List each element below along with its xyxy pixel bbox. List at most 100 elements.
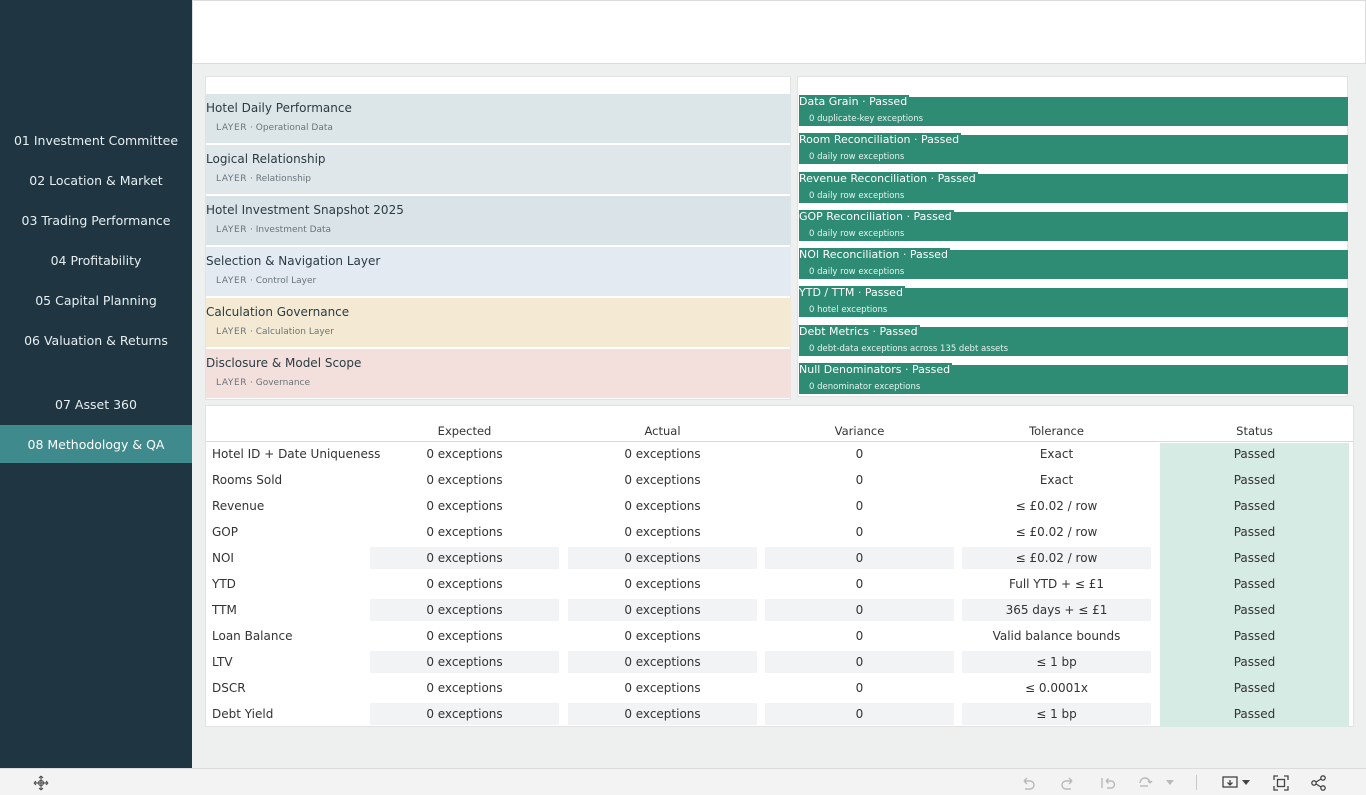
actual-cell: 0 exceptions xyxy=(624,681,701,695)
qa-check-card[interactable]: Room Reconciliation · Passed 0 daily row… xyxy=(799,133,1348,164)
layer-subtitle: LAYER · Operational Data xyxy=(216,123,333,133)
status-cell: Passed xyxy=(1160,547,1349,573)
row-name-cell: GOP xyxy=(212,525,238,539)
actual-cell: 0 exceptions xyxy=(568,703,757,725)
table-row[interactable]: Hotel ID + Date Uniqueness 0 exceptions 0 … xyxy=(206,443,1353,469)
variance-cell: 0 xyxy=(765,599,954,621)
variance-cell: 0 xyxy=(855,499,864,513)
redo-icon[interactable] xyxy=(1058,773,1078,793)
qa-check-card[interactable]: Debt Metrics · Passed 0 debt-data except… xyxy=(799,325,1348,356)
column-header-variance[interactable]: Variance xyxy=(834,424,885,438)
status-cell: Passed xyxy=(1160,521,1349,547)
refresh-dropdown-icon[interactable] xyxy=(1161,773,1179,793)
nav-item-label: 06 Valuation & Returns xyxy=(24,332,168,348)
tolerance-cell: ≤ 1 bp xyxy=(962,703,1151,725)
qa-check-title: NOI Reconciliation · Passed xyxy=(799,248,950,261)
column-header-expected[interactable]: Expected xyxy=(437,424,492,438)
download-icon[interactable] xyxy=(1221,773,1241,793)
nav-item-trading-performance[interactable]: 03 Trading Performance xyxy=(0,201,192,239)
table-row[interactable]: Debt Yield 0 exceptions 0 exceptions 0 ≤ 1 b… xyxy=(206,703,1353,729)
status-cell: Passed xyxy=(1160,443,1349,469)
nav-item-label: 02 Location & Market xyxy=(29,172,163,188)
actual-cell: 0 exceptions xyxy=(568,547,757,569)
tolerance-cell: ≤ 0.0001x xyxy=(1025,681,1088,695)
table-row[interactable]: LTV 0 exceptions 0 exceptions 0 ≤ 1 bp Passed xyxy=(206,651,1353,677)
expected-cell: 0 exceptions xyxy=(426,525,503,539)
status-cell: Passed xyxy=(1160,469,1349,495)
revert-icon[interactable] xyxy=(1098,773,1118,793)
nav-item-valuation-returns[interactable]: 06 Valuation & Returns xyxy=(0,321,192,359)
table-row[interactable]: NOI 0 exceptions 0 exceptions 0 ≤ £0.02 / ro… xyxy=(206,547,1353,573)
layer-card[interactable]: Hotel Investment Snapshot 2025 LAYER · I… xyxy=(206,196,791,245)
table-row[interactable]: TTM 0 exceptions 0 exceptions 0 365 days + ≤… xyxy=(206,599,1353,625)
table-row[interactable]: Rooms Sold 0 exceptions 0 exceptions 0 Exact… xyxy=(206,469,1353,495)
header-divider xyxy=(206,441,1353,442)
qa-check-title: GOP Reconciliation · Passed xyxy=(799,210,954,223)
expected-cell: 0 exceptions xyxy=(370,651,559,673)
actual-cell: 0 exceptions xyxy=(624,525,701,539)
qa-check-card[interactable]: Null Denominators · Passed 0 denominator… xyxy=(799,363,1348,394)
layer-card[interactable]: Calculation Governance LAYER · Calculati… xyxy=(206,298,791,347)
status-cell: Passed xyxy=(1160,495,1349,521)
expected-cell: 0 exceptions xyxy=(370,599,559,621)
qa-check-card[interactable]: NOI Reconciliation · Passed 0 daily row … xyxy=(799,248,1348,279)
qa-check-detail: 0 denominator exceptions xyxy=(809,382,921,392)
layer-subtitle: LAYER · Calculation Layer xyxy=(216,327,334,337)
tolerance-cell: 365 days + ≤ £1 xyxy=(962,599,1151,621)
row-name-cell: NOI xyxy=(212,551,234,565)
status-cell: Passed xyxy=(1160,599,1349,625)
qa-check-title: YTD / TTM · Passed xyxy=(799,286,905,299)
actual-cell: 0 exceptions xyxy=(624,473,701,487)
tolerance-cell: ≤ £0.02 / row xyxy=(962,547,1151,569)
nav-item-investment-committee[interactable]: 01 Investment Committee xyxy=(0,121,192,159)
nav-item-label: 01 Investment Committee xyxy=(13,132,179,148)
qa-check-title: Revenue Reconciliation · Passed xyxy=(799,172,978,185)
nav-item-label: 03 Trading Performance xyxy=(21,212,171,228)
column-header-status[interactable]: Status xyxy=(1236,424,1273,438)
qa-check-title: Data Grain · Passed xyxy=(799,95,910,108)
move-icon[interactable] xyxy=(31,773,51,793)
variance-cell: 0 xyxy=(855,629,864,643)
download-dropdown-icon[interactable] xyxy=(1238,773,1254,793)
layer-card[interactable]: Logical Relationship LAYER · Relationshi… xyxy=(206,145,791,194)
variance-cell: 0 xyxy=(855,577,864,591)
nav-item-methodology-qa[interactable]: 08 Methodology & QA xyxy=(0,425,192,463)
table-row[interactable]: YTD 0 exceptions 0 exceptions 0 Full YTD + ≤… xyxy=(206,573,1353,599)
layer-card[interactable]: Hotel Daily Performance LAYER · Operatio… xyxy=(206,94,791,143)
nav-item-profitability[interactable]: 04 Profitability xyxy=(0,241,192,279)
nav-item-label: 07 Asset 360 xyxy=(55,396,137,412)
nav-item-asset-360[interactable]: 07 Asset 360 xyxy=(0,385,192,423)
layer-title: Selection & Navigation Layer xyxy=(206,254,381,268)
table-row[interactable]: DSCR 0 exceptions 0 exceptions 0 ≤ 0.0001x Pa… xyxy=(206,677,1353,703)
tolerance-cell: ≤ £0.02 / row xyxy=(1015,499,1098,513)
tolerance-cell: Full YTD + ≤ £1 xyxy=(1008,577,1105,591)
layer-card[interactable]: Disclosure & Model Scope LAYER · Governa… xyxy=(206,349,791,398)
qa-check-detail: 0 daily row exceptions xyxy=(809,267,905,277)
qa-check-card[interactable]: Revenue Reconciliation · Passed 0 daily … xyxy=(799,172,1348,203)
sidebar: 01 Investment Committee 02 Location & Ma… xyxy=(0,0,192,768)
qa-check-card[interactable]: YTD / TTM · Passed 0 hotel exceptions xyxy=(799,286,1348,317)
actual-cell: 0 exceptions xyxy=(624,629,701,643)
column-header-tolerance[interactable]: Tolerance xyxy=(1029,424,1084,438)
nav-item-capital-planning[interactable]: 05 Capital Planning xyxy=(0,281,192,319)
expected-cell: 0 exceptions xyxy=(426,447,503,461)
table-row[interactable]: GOP 0 exceptions 0 exceptions 0 ≤ £0.02 / ro… xyxy=(206,521,1353,547)
qa-check-detail: 0 hotel exceptions xyxy=(809,305,888,315)
status-cell: Passed xyxy=(1160,625,1349,651)
table-row[interactable]: Loan Balance 0 exceptions 0 exceptions 0 Val… xyxy=(206,625,1353,651)
tolerance-cell: ≤ £0.02 / row xyxy=(1015,525,1098,539)
nav-item-location-market[interactable]: 02 Location & Market xyxy=(0,161,192,199)
layer-card[interactable]: Selection & Navigation Layer LAYER · Con… xyxy=(206,247,791,296)
qa-check-card[interactable]: Data Grain · Passed 0 duplicate-key exce… xyxy=(799,95,1348,126)
qa-checks-panel: Data Grain · Passed 0 duplicate-key exce… xyxy=(797,76,1348,397)
share-icon[interactable] xyxy=(1309,773,1329,793)
qa-check-detail: 0 debt-data exceptions across 135 debt a… xyxy=(809,344,1009,354)
undo-icon[interactable] xyxy=(1018,773,1038,793)
column-header-actual[interactable]: Actual xyxy=(644,424,681,438)
qa-check-card[interactable]: GOP Reconciliation · Passed 0 daily row … xyxy=(799,210,1348,241)
refresh-icon[interactable] xyxy=(1135,773,1155,793)
toolbar-separator xyxy=(1196,775,1197,790)
fullscreen-icon[interactable] xyxy=(1271,773,1291,793)
expected-cell: 0 exceptions xyxy=(426,473,503,487)
table-row[interactable]: Revenue 0 exceptions 0 exceptions 0 ≤ £0.02 … xyxy=(206,495,1353,521)
